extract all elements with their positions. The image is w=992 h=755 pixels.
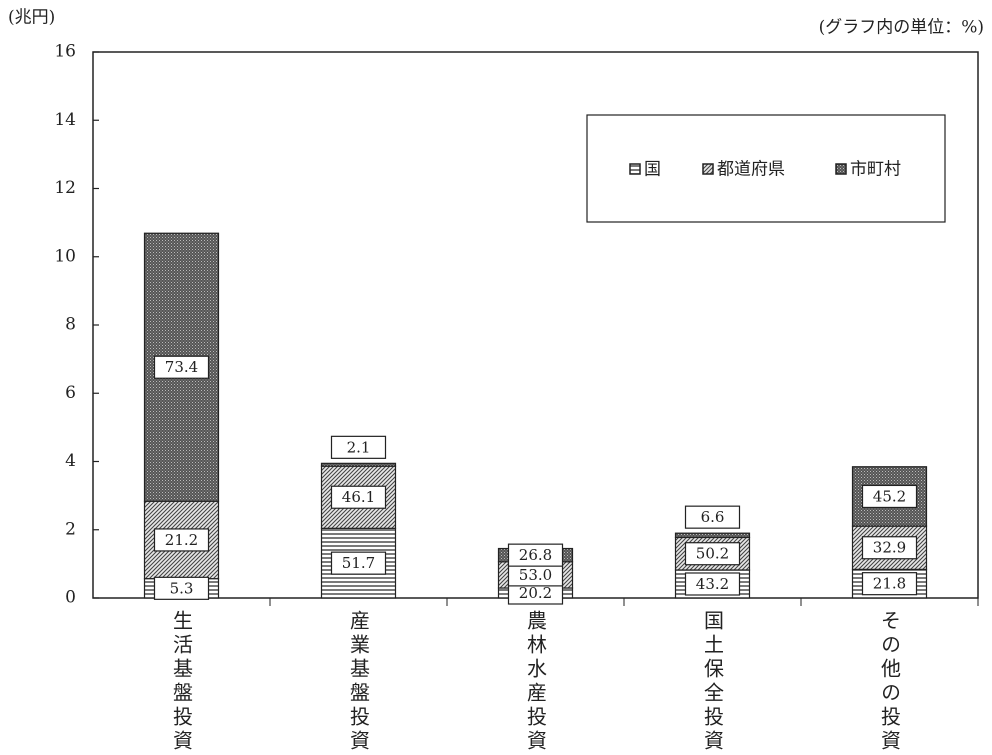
label-box xyxy=(684,505,741,529)
legend-box xyxy=(586,114,946,223)
data-label: 53.0 xyxy=(519,566,552,584)
bar-segment xyxy=(320,462,397,467)
y-tick-label: 12 xyxy=(54,178,76,198)
label-box xyxy=(153,355,210,379)
y-tick-label: 10 xyxy=(54,246,76,266)
x-tick-label: その他の投資 xyxy=(878,610,902,751)
label-box xyxy=(153,576,210,600)
x-tick-label: 農林水産投資 xyxy=(524,610,548,751)
bar-segment xyxy=(674,532,751,539)
data-label: 6.6 xyxy=(701,508,725,526)
label-box xyxy=(861,572,918,596)
legend-swatch xyxy=(629,163,641,175)
label-box xyxy=(507,543,564,567)
data-label: 26.8 xyxy=(519,546,552,564)
y-tick-label: 2 xyxy=(65,519,76,539)
data-label: 46.1 xyxy=(342,488,375,506)
y-tick-label: 6 xyxy=(65,383,76,403)
data-label: 2.1 xyxy=(347,438,371,456)
legend-label: 国 xyxy=(644,160,661,180)
legend-swatch xyxy=(835,163,847,175)
y-tick-label: 14 xyxy=(54,110,76,130)
y-tick-label: 0 xyxy=(65,588,76,608)
label-box xyxy=(153,528,210,552)
label-box xyxy=(330,485,387,509)
inner-unit-label: (グラフ内の単位：%) xyxy=(819,18,984,38)
data-label: 51.7 xyxy=(342,554,375,572)
data-label: 73.4 xyxy=(165,358,198,376)
data-label: 20.2 xyxy=(519,584,552,602)
label-box xyxy=(684,542,741,566)
y-tick-label: 16 xyxy=(54,42,76,62)
legend-swatch xyxy=(702,163,714,175)
legend-label: 都道府県 xyxy=(717,160,785,180)
x-tick-label: 国土保全投資 xyxy=(701,610,725,751)
data-label: 45.2 xyxy=(873,487,906,505)
data-label: 21.8 xyxy=(873,575,906,593)
y-tick-label: 8 xyxy=(65,315,76,335)
label-box xyxy=(330,435,387,459)
label-box xyxy=(684,572,741,596)
y-tick-label: 4 xyxy=(65,451,76,471)
legend-label: 市町村 xyxy=(850,160,901,180)
label-box xyxy=(861,484,918,509)
label-box xyxy=(861,536,918,560)
data-label: 5.3 xyxy=(170,579,194,597)
data-label: 21.2 xyxy=(165,531,198,549)
label-box xyxy=(330,551,387,575)
y-unit-label: (兆円) xyxy=(8,8,55,28)
data-label: 50.2 xyxy=(696,545,729,563)
x-tick-label: 生活基盤投資 xyxy=(170,610,194,751)
data-label: 32.9 xyxy=(873,539,906,557)
data-label: 43.2 xyxy=(696,575,729,593)
x-tick-label: 産業基盤投資 xyxy=(347,610,371,751)
